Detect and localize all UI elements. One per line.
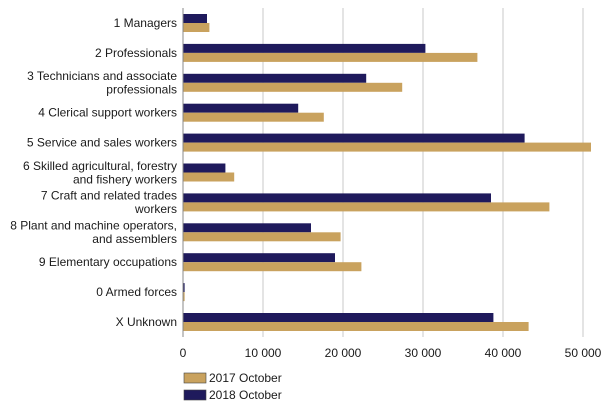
category-label: 4 Clerical support workers — [38, 106, 177, 120]
category-label-line: 4 Clerical support workers — [38, 106, 177, 120]
legend-swatch — [183, 389, 207, 401]
category-label-line: 9 Elementary occupations — [39, 255, 177, 269]
category-label: 7 Craft and related trades workers — [41, 189, 177, 217]
bar-2017 — [183, 292, 185, 302]
category-label-line: workers — [134, 202, 177, 216]
bar-2018 — [183, 163, 226, 173]
bar-2017 — [183, 52, 478, 62]
category-label: 8 Plant and machine operators, and assemb… — [10, 219, 177, 247]
category-label-line: 0 Armed forces — [96, 285, 177, 299]
category-label-line: and fishery workers — [73, 172, 177, 186]
bar-2018 — [183, 14, 207, 23]
category-label: 9 Elementary occupations — [39, 255, 177, 269]
x-tick-label: 10 000 — [245, 346, 282, 360]
category-label: 3 Technicians and associate professionals — [27, 69, 177, 97]
category-label-line: professionals — [106, 83, 177, 97]
bar-2017 — [183, 23, 210, 32]
bar-2018 — [183, 223, 311, 233]
category-label: 0 Armed forces — [96, 285, 177, 299]
category-label-line: 6 Skilled agricultural, forestry — [23, 159, 177, 173]
legend: 2017 October 2018 October — [183, 371, 282, 401]
category-label: X Unknown — [116, 315, 177, 329]
gridlines — [262, 8, 584, 337]
legend-swatch — [183, 372, 207, 384]
bar-2018 — [183, 193, 491, 203]
x-tick-label: 50 000 — [565, 346, 602, 360]
bar-2017 — [183, 82, 403, 92]
x-tick-label: 40 000 — [485, 346, 522, 360]
category-label: 1 Managers — [114, 16, 177, 30]
bar-2017 — [183, 232, 341, 242]
bar-2018 — [183, 253, 335, 263]
bar-2017 — [183, 202, 550, 212]
x-tick-labels: 0 10 000 20 000 30 000 40 000 50 000 — [180, 346, 602, 360]
category-label-line: 7 Craft and related trades — [41, 189, 177, 203]
bar-2018 — [183, 133, 525, 143]
bar-2018 — [183, 103, 299, 113]
category-label-line: 8 Plant and machine operators, — [10, 219, 177, 233]
category-label: 6 Skilled agricultural, forestry and fish… — [23, 159, 177, 187]
x-tick-label: 20 000 — [325, 346, 362, 360]
category-label-line: 5 Service and sales workers — [27, 136, 177, 150]
legend-label: 2018 October — [209, 388, 282, 401]
bar-2018 — [183, 73, 367, 83]
category-label-line: 1 Managers — [114, 16, 177, 30]
bars — [183, 14, 591, 331]
category-label-line: 3 Technicians and associate — [27, 69, 177, 83]
x-tick-label: 30 000 — [405, 346, 442, 360]
x-tick-label: 0 — [180, 346, 187, 360]
bar-2017 — [183, 112, 324, 122]
category-label: 5 Service and sales workers — [27, 136, 177, 150]
bar-2018 — [183, 283, 185, 293]
bar-2017 — [183, 322, 529, 331]
bar-2017 — [183, 142, 591, 152]
bar-2018 — [183, 43, 426, 53]
legend-label: 2017 October — [209, 371, 282, 385]
bar-2017 — [183, 172, 235, 182]
bar-2018 — [183, 313, 494, 322]
category-label: 2 Professionals — [95, 46, 177, 60]
category-labels: 1 Managers 2 Professionals 3 Technicians a… — [10, 16, 177, 329]
category-label-line: and assemblers — [92, 232, 177, 246]
category-label-line: 2 Professionals — [95, 46, 177, 60]
category-label-line: X Unknown — [116, 315, 177, 329]
bar-2017 — [183, 262, 362, 272]
